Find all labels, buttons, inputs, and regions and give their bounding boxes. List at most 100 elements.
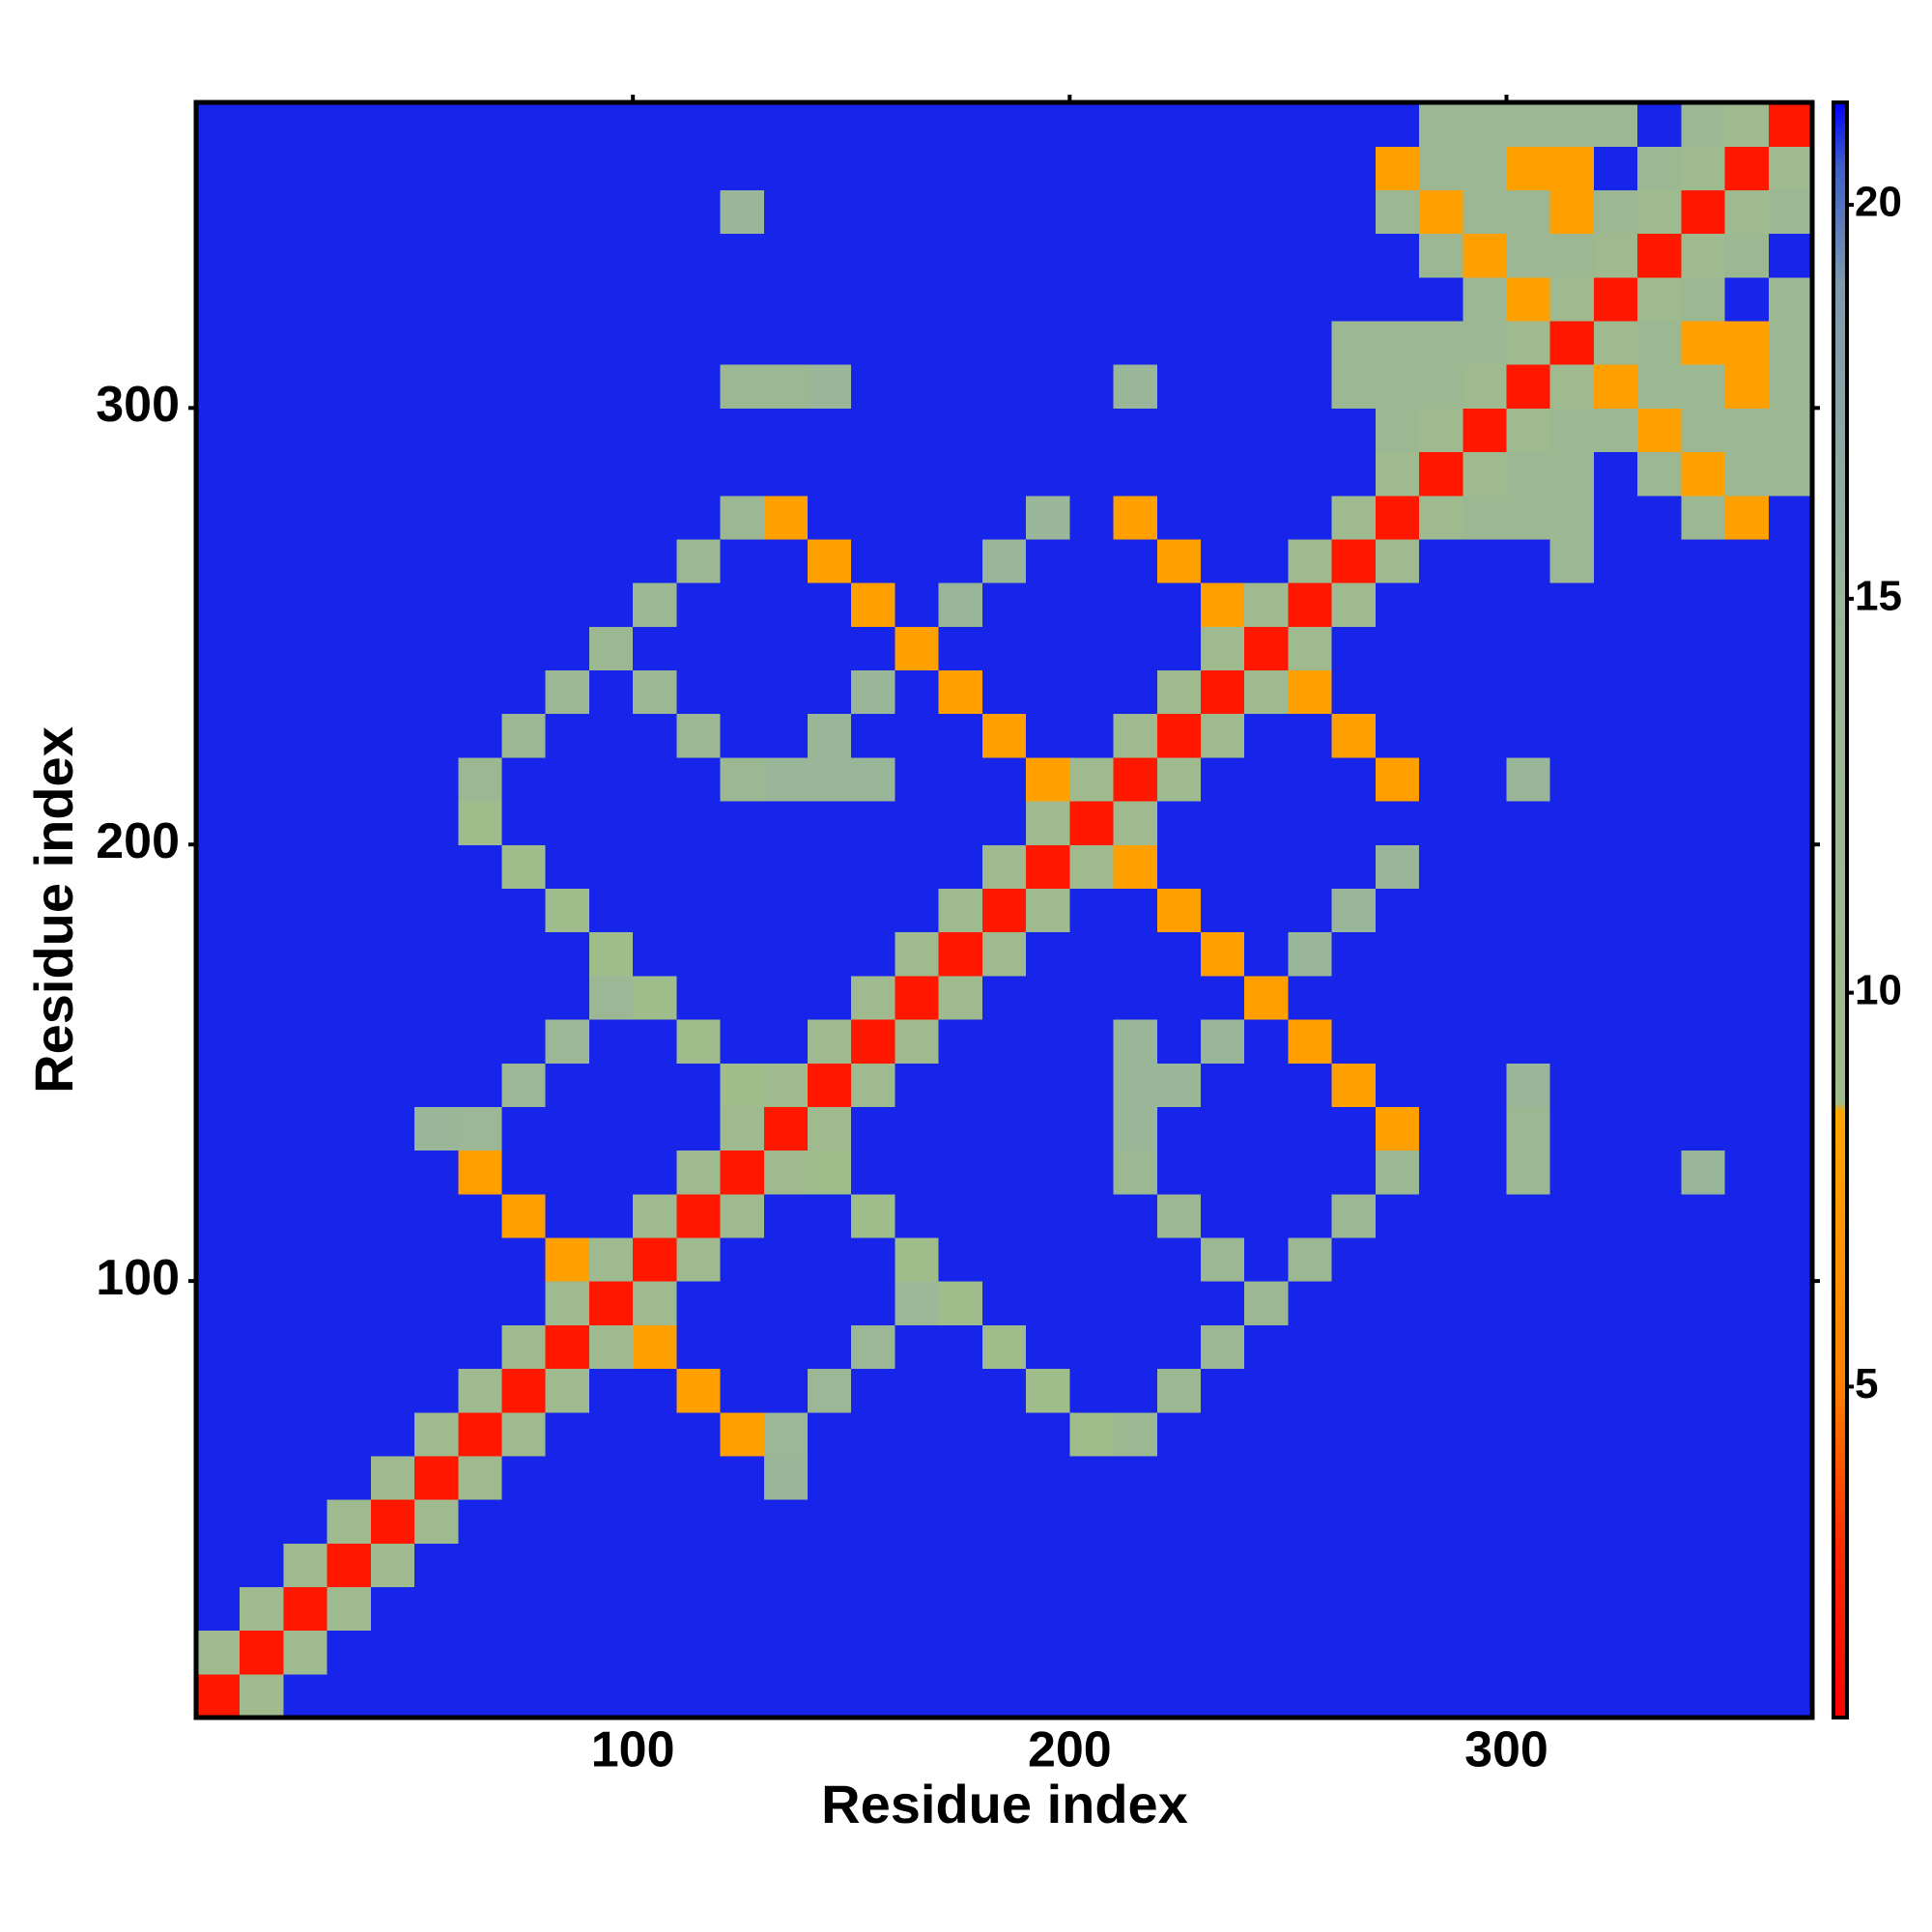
heatmap-cell: [1069, 102, 1115, 147]
heatmap-cell: [938, 801, 983, 845]
heatmap-cell: [283, 582, 328, 627]
colorbar-tick-label: 15: [1855, 572, 1902, 619]
heatmap-cell: [1681, 1236, 1726, 1282]
heatmap-cell: [545, 495, 590, 540]
heatmap-cell: [895, 713, 940, 758]
heatmap-cell: [851, 189, 896, 235]
heatmap-cell: [545, 1368, 590, 1413]
heatmap-cell: [1331, 626, 1377, 671]
heatmap-cell: [895, 1630, 940, 1675]
heatmap-cell: [851, 844, 896, 890]
heatmap-cell: [1637, 713, 1682, 758]
heatmap-cell: [938, 626, 983, 671]
heatmap-cell: [370, 1586, 415, 1632]
heatmap-cell: [1200, 801, 1245, 845]
heatmap-cell: [1331, 1630, 1377, 1675]
heatmap-cell: [196, 931, 241, 977]
heatmap-cell: [851, 1586, 896, 1632]
heatmap-cell: [1244, 1193, 1290, 1238]
heatmap-cell: [633, 1368, 677, 1413]
heatmap-cell: [283, 320, 328, 365]
heatmap-cell: [1113, 801, 1158, 845]
heatmap-cell: [676, 1411, 722, 1457]
heatmap-cell: [1375, 1150, 1420, 1195]
heatmap-cell: [720, 669, 765, 715]
heatmap-cell: [676, 1543, 722, 1588]
heatmap-cell: [895, 1324, 940, 1370]
heatmap-cell: [720, 1411, 765, 1457]
heatmap-cell: [196, 320, 241, 365]
heatmap-cell: [545, 713, 590, 758]
heatmap-cell: [588, 626, 634, 671]
heatmap-cell: [1768, 495, 1813, 540]
heatmap-cell: [196, 233, 241, 278]
heatmap-cell: [1069, 364, 1115, 409]
heatmap-cell: [633, 1324, 677, 1370]
heatmap-cell: [1419, 626, 1463, 671]
heatmap-cell: [938, 756, 983, 802]
heatmap-cell: [196, 626, 241, 671]
heatmap-cell: [895, 1543, 940, 1588]
heatmap-cell: [1463, 364, 1508, 409]
heatmap-cell: [1549, 801, 1595, 845]
heatmap-cell: [808, 364, 852, 409]
heatmap-cell: [1026, 713, 1070, 758]
heatmap-cell: [1419, 451, 1463, 497]
heatmap-cell: [895, 669, 940, 715]
heatmap-cell: [895, 233, 940, 278]
heatmap-cell: [1200, 1193, 1245, 1238]
heatmap-cell: [676, 713, 722, 758]
heatmap-cell: [1593, 626, 1638, 671]
heatmap-cell: [981, 1236, 1027, 1282]
heatmap-cell: [1375, 1499, 1420, 1544]
heatmap-cell: [895, 1673, 940, 1719]
heatmap-cell: [895, 1499, 940, 1544]
heatmap-cell: [676, 756, 722, 802]
heatmap-cell: [1593, 1368, 1638, 1413]
heatmap-cell: [808, 1586, 852, 1632]
heatmap-cell: [633, 669, 677, 715]
heatmap-cell: [1331, 146, 1377, 190]
heatmap-cell: [938, 975, 983, 1020]
heatmap-cell: [1724, 1411, 1770, 1457]
heatmap-cell: [1681, 931, 1726, 977]
heatmap-cell: [1681, 276, 1726, 322]
heatmap-cell: [895, 451, 940, 497]
heatmap-cell: [1593, 102, 1638, 147]
heatmap-cell: [1506, 320, 1551, 365]
heatmap-cell: [981, 713, 1027, 758]
heatmap-cell: [763, 1324, 809, 1370]
heatmap-cell: [981, 276, 1027, 322]
heatmap-cell: [808, 495, 852, 540]
heatmap-cell: [763, 844, 809, 890]
heatmap-cell: [196, 1324, 241, 1370]
heatmap-cell: [808, 189, 852, 235]
heatmap-cell: [938, 451, 983, 497]
heatmap-cell: [1463, 495, 1508, 540]
heatmap-cell: [196, 1543, 241, 1588]
heatmap-cell: [1026, 320, 1070, 365]
heatmap-cell: [1463, 1018, 1508, 1064]
heatmap-cell: [720, 1543, 765, 1588]
heatmap-cell: [501, 1586, 547, 1632]
heatmap-cell: [1463, 276, 1508, 322]
heatmap-cell: [1549, 888, 1595, 933]
colorbar-tick-label: 5: [1855, 1360, 1878, 1407]
heatmap-cell: [1506, 1586, 1551, 1632]
heatmap-cell: [1200, 364, 1245, 409]
heatmap-cell: [895, 801, 940, 845]
colorbar-tick-label: 10: [1855, 966, 1902, 1013]
heatmap-cell: [1768, 408, 1813, 453]
heatmap-cell: [633, 364, 677, 409]
heatmap-cell: [1026, 1193, 1070, 1238]
heatmap-cell: [1681, 1543, 1726, 1588]
heatmap-cell: [1593, 844, 1638, 890]
heatmap-cell: [1768, 1673, 1813, 1719]
heatmap-cell: [414, 146, 459, 190]
heatmap-cell: [720, 1499, 765, 1544]
heatmap-cell: [1375, 495, 1420, 540]
heatmap-cell: [851, 756, 896, 802]
heatmap-cell: [458, 451, 503, 497]
heatmap-cell: [501, 276, 547, 322]
